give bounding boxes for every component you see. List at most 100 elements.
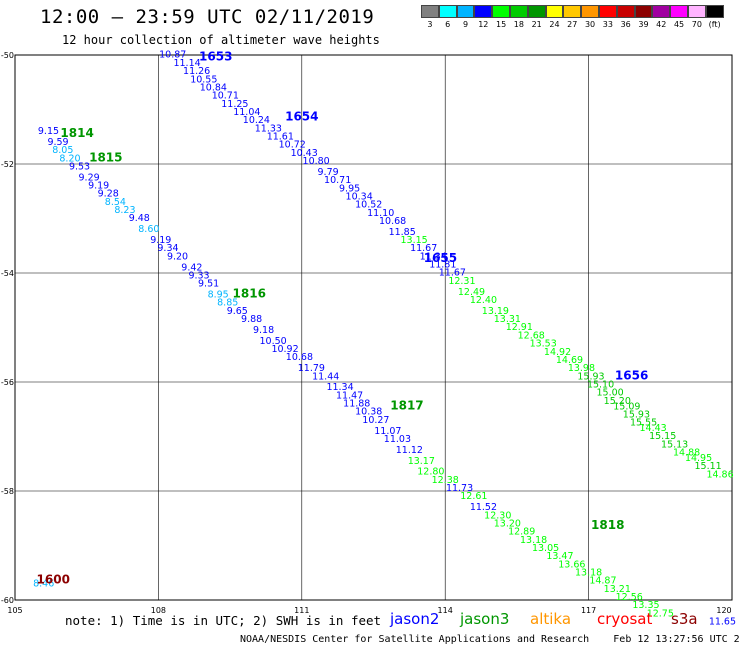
color-swatch: [563, 5, 582, 18]
wave-height-value: 10.50: [260, 336, 287, 347]
wave-height-value: 12.75: [647, 608, 674, 619]
wave-height-value: 14.95: [685, 453, 712, 464]
wave-height-value: 15.00: [597, 388, 624, 399]
wave-height-value: 12.91: [506, 322, 533, 333]
note-text: note: 1) Time is in UTC; 2) SWH is in fe…: [65, 613, 381, 628]
wave-height-value: 13.19: [482, 306, 509, 317]
color-scale-label: 42: [656, 20, 667, 29]
wave-height-value: 13.15: [401, 235, 428, 246]
color-swatch: [421, 5, 439, 18]
pass-time-label: 1814: [60, 126, 93, 140]
wave-height-value: 9.29: [79, 172, 100, 183]
wave-height-value: 12.30: [484, 510, 511, 521]
wave-height-value: 9.15: [38, 126, 59, 137]
color-swatch: [705, 5, 724, 18]
wave-height-value: 15.09: [613, 401, 640, 412]
wave-height-value: 14.87: [589, 576, 616, 587]
pass-time-label: 1817: [390, 398, 423, 412]
wave-height-value: 9.51: [198, 279, 219, 290]
wave-height-value: 15.55: [630, 418, 657, 429]
color-scale-bin: 12: [474, 5, 493, 29]
x-tick-label: 117: [581, 606, 596, 615]
color-swatch: [634, 5, 653, 18]
color-scale-label: 3: [427, 20, 433, 29]
color-scale-bin: 30: [581, 5, 599, 29]
wave-height-value: 14.92: [544, 347, 571, 358]
color-scale-bin: (ft): [705, 5, 724, 29]
color-scale-bin: 42: [652, 5, 671, 29]
wave-height-value: 12.38: [432, 475, 459, 486]
pass-time-label: 1815: [89, 150, 122, 164]
color-scale-label: 45: [673, 20, 685, 29]
wave-height-value: 11.67: [410, 243, 437, 254]
wave-height-value: 11.47: [336, 390, 363, 401]
wave-height-value: 13.21: [604, 584, 631, 595]
color-swatch: [670, 5, 688, 18]
wave-height-value: 11.44: [312, 371, 339, 382]
wave-height-value: 15.13: [661, 439, 688, 450]
color-swatch: [474, 5, 493, 18]
wave-height-value: 14.88: [673, 448, 700, 459]
pass-time-label: 1600: [37, 573, 70, 587]
color-scale-bin: 18: [509, 5, 528, 29]
wave-height-value: 10.72: [279, 140, 306, 151]
wave-height-value: 13.53: [530, 339, 557, 350]
wave-height-value: 12.31: [448, 276, 475, 287]
wave-height-value: 14.69: [556, 355, 583, 366]
wave-height-value: 10.24: [243, 115, 270, 126]
page-title: 12:00 – 23:59 UTC 02/11/2019: [40, 6, 375, 28]
wave-height-value: 13.20: [494, 518, 521, 529]
wave-height-value: 10.27: [362, 415, 389, 426]
color-scale-bin: 15: [492, 5, 510, 29]
wave-height-value: 10.34: [346, 191, 373, 202]
wave-height-value: 10.84: [200, 82, 227, 93]
wave-height-value: 8.60: [138, 224, 159, 235]
wave-height-value: 11.88: [343, 399, 370, 410]
wave-height-value: 13.98: [568, 363, 595, 374]
wave-height-value: 11.52: [470, 502, 497, 513]
wave-height-value: 11.04: [233, 107, 260, 118]
color-swatch: [545, 5, 564, 18]
pass-time-label: 1654: [285, 109, 318, 123]
color-scale-bin: 6: [438, 5, 457, 29]
wave-height-value: 15.93: [623, 409, 650, 420]
wave-height-value: 8.05: [52, 145, 73, 156]
color-scale-label: 39: [638, 20, 649, 29]
pass-time-label: 1818: [591, 518, 624, 532]
wave-height-value: 11.10: [367, 208, 394, 219]
color-scale-bin: 9: [456, 5, 475, 29]
wave-height-value: 11.34: [326, 382, 353, 393]
wave-height-value: 11.65: [709, 617, 736, 628]
wave-height-value: 13.66: [558, 559, 585, 570]
wave-height-value: 9.59: [47, 137, 68, 148]
satellite-legend-entry: s3a: [671, 610, 698, 628]
color-scale-label: 6: [445, 20, 451, 29]
color-scale-label: 33: [602, 20, 613, 29]
wave-height-value: 8.95: [208, 290, 229, 301]
wave-height-value: 8.23: [114, 205, 135, 216]
y-tick-label: -56: [1, 378, 14, 387]
x-tick-label: 114: [438, 606, 453, 615]
wave-height-value: 9.42: [181, 262, 202, 273]
wave-height-value: 12.89: [508, 527, 535, 538]
wave-height-value: 10.92: [271, 344, 298, 355]
wave-height-value: 13.05: [532, 543, 559, 554]
color-scale-label: 36: [620, 20, 631, 29]
color-scale-bin: 39: [634, 5, 653, 29]
color-scale-bin: 3: [421, 5, 439, 29]
wave-height-value: 11.26: [183, 66, 210, 77]
color-swatch: [581, 5, 599, 18]
y-tick-label: -52: [1, 160, 14, 169]
wave-height-value: 10.80: [303, 156, 330, 167]
wave-height-value: 13.18: [520, 535, 547, 546]
wave-height-value: 10.43: [291, 148, 318, 159]
plot-frame: [14, 54, 733, 601]
wave-height-value: 12.80: [417, 467, 444, 478]
wave-height-value: 11.14: [173, 58, 200, 69]
color-swatch: [456, 5, 475, 18]
wave-height-value: 11.67: [439, 268, 466, 279]
wave-height-value: 9.79: [318, 167, 339, 178]
wave-height-value: 15.15: [649, 431, 676, 442]
wave-height-value: 10.68: [286, 352, 313, 363]
